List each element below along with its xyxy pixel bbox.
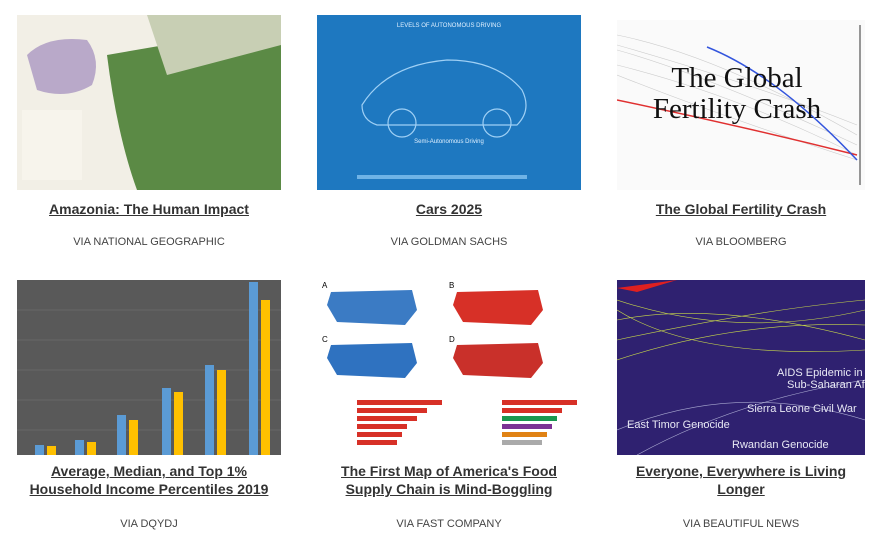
image-text: Semi-Autonomous Driving bbox=[414, 139, 484, 145]
thumbnail[interactable]: AIDS Epidemic in Sub-Saharan Af Sierra L… bbox=[617, 280, 865, 455]
image-text: D bbox=[449, 335, 455, 344]
card-title[interactable]: Cars 2025 bbox=[415, 201, 483, 217]
card-title[interactable]: The First Map of America's Food Supply C… bbox=[341, 463, 557, 497]
card-source: VIA FAST COMPANY bbox=[396, 518, 502, 530]
card-source: VIA BEAUTIFUL NEWS bbox=[682, 518, 800, 530]
card-title[interactable]: The Global Fertility Crash bbox=[655, 201, 827, 217]
card-source: VIA NATIONAL GEOGRAPHIC bbox=[73, 236, 225, 248]
thumbnail[interactable]: LEVELS OF AUTONOMOUS DRIVING Semi-Autono… bbox=[317, 15, 581, 190]
card: A B C D The First Map of America's Food … bbox=[317, 280, 581, 530]
card-source: VIA GOLDMAN SACHS bbox=[390, 236, 508, 248]
image-text: B bbox=[449, 281, 454, 290]
card: Average, Median, and Top 1% Household In… bbox=[17, 280, 281, 530]
thumbnail[interactable] bbox=[17, 280, 281, 455]
image-text: LEVELS OF AUTONOMOUS DRIVING bbox=[397, 23, 502, 29]
image-text: Sierra Leone Civil War bbox=[747, 403, 857, 415]
card-source: VIA BLOOMBERG bbox=[695, 236, 787, 248]
thumbnail[interactable]: The Global Fertility Crash bbox=[617, 15, 865, 190]
card-title[interactable]: Amazonia: The Human Impact bbox=[49, 201, 249, 217]
image-text: A bbox=[322, 281, 328, 290]
thumbnail[interactable]: A B C D bbox=[317, 280, 581, 455]
thumbnail[interactable] bbox=[17, 15, 281, 190]
image-text: The Global bbox=[671, 62, 802, 94]
card: AIDS Epidemic in Sub-Saharan Af Sierra L… bbox=[617, 280, 865, 530]
card-source: VIA DQYDJ bbox=[120, 518, 178, 530]
image-text: East Timor Genocide bbox=[627, 419, 730, 431]
card-title[interactable]: Average, Median, and Top 1% Household In… bbox=[29, 463, 269, 497]
card: LEVELS OF AUTONOMOUS DRIVING Semi-Autono… bbox=[317, 15, 581, 248]
image-text: Fertility Crash bbox=[653, 93, 822, 125]
image-text: C bbox=[322, 335, 328, 344]
image-text: AIDS Epidemic in bbox=[777, 367, 863, 379]
card: Amazonia: The Human Impact VIA NATIONAL … bbox=[17, 15, 281, 248]
image-text: Rwandan Genocide bbox=[732, 439, 829, 451]
card: The Global Fertility Crash The Global Fe… bbox=[617, 15, 865, 248]
card-title[interactable]: Everyone, Everywhere is Living Longer bbox=[635, 463, 847, 497]
image-text: Sub-Saharan Af bbox=[787, 379, 865, 391]
